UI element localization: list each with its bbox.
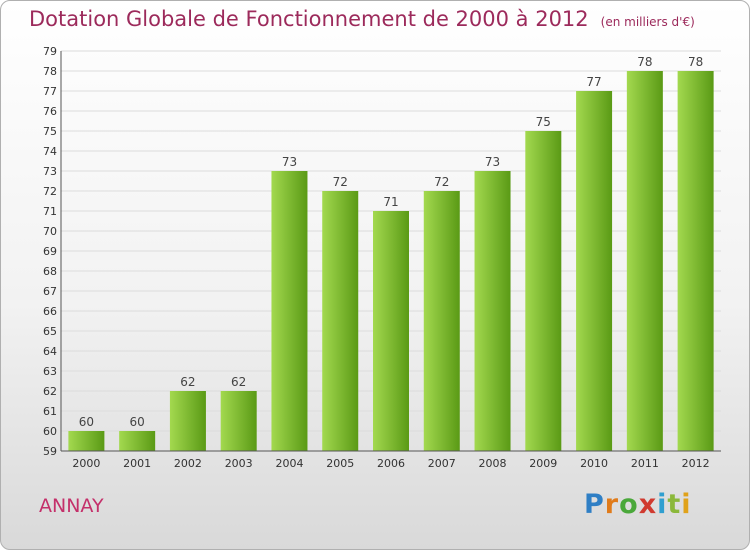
bar-2010 bbox=[576, 91, 613, 451]
y-tick-label: 64 bbox=[43, 345, 57, 358]
axes bbox=[60, 51, 721, 452]
y-tick-label: 67 bbox=[43, 285, 57, 298]
chart-title: Dotation Globale de Fonctionnement de 20… bbox=[29, 7, 589, 31]
x-tick-label: 2011 bbox=[631, 457, 659, 470]
data-label: 71 bbox=[383, 195, 398, 209]
chart-title-block: Dotation Globale de Fonctionnement de 20… bbox=[29, 7, 695, 31]
data-label: 78 bbox=[637, 55, 652, 69]
x-tick-label: 2012 bbox=[682, 457, 710, 470]
data-label: 77 bbox=[586, 75, 601, 89]
y-tick-label: 79 bbox=[43, 45, 57, 58]
proxiti-logo[interactable]: Proxiti bbox=[584, 489, 692, 520]
y-tick-label: 69 bbox=[43, 245, 57, 258]
y-tick-label: 75 bbox=[43, 125, 57, 138]
bar-2009 bbox=[525, 131, 562, 451]
x-tick-label: 2004 bbox=[275, 457, 303, 470]
data-label: 72 bbox=[333, 175, 348, 189]
bar-2004 bbox=[271, 171, 308, 451]
x-tick-label: 2007 bbox=[428, 457, 456, 470]
x-tick-label: 2008 bbox=[479, 457, 507, 470]
data-label: 73 bbox=[282, 155, 297, 169]
y-tick-label: 70 bbox=[43, 225, 57, 238]
data-label: 62 bbox=[231, 375, 246, 389]
x-tick-label: 2005 bbox=[326, 457, 354, 470]
y-tick-label: 60 bbox=[43, 425, 57, 438]
data-label: 60 bbox=[79, 415, 94, 429]
y-tick-label: 61 bbox=[43, 405, 57, 418]
x-tick-label: 2009 bbox=[529, 457, 557, 470]
bar-2012 bbox=[677, 71, 714, 451]
bar-2005 bbox=[322, 191, 359, 451]
x-tick-label: 2001 bbox=[123, 457, 151, 470]
data-label: 60 bbox=[130, 415, 145, 429]
y-tick-label: 63 bbox=[43, 365, 57, 378]
y-tick-label: 77 bbox=[43, 85, 57, 98]
y-tick-label: 73 bbox=[43, 165, 57, 178]
chart-subtitle: (en milliers d'€) bbox=[600, 15, 695, 29]
bar-2001 bbox=[119, 431, 156, 451]
x-axis-ticks: 2000 2001 2002 2003 2004 2005 2006 2007 2008 2009… bbox=[72, 457, 709, 470]
data-label: 78 bbox=[688, 55, 703, 69]
bar-2008 bbox=[474, 171, 511, 451]
x-tick-label: 2003 bbox=[225, 457, 253, 470]
bars bbox=[68, 71, 714, 451]
y-tick-label: 62 bbox=[43, 385, 57, 398]
x-tick-label: 2006 bbox=[377, 457, 405, 470]
bar-2006 bbox=[373, 211, 409, 451]
bar-2011 bbox=[626, 71, 663, 451]
bar-2002 bbox=[169, 391, 206, 451]
y-tick-label: 65 bbox=[43, 325, 57, 338]
location-label: ANNAY bbox=[39, 495, 104, 517]
data-labels: 60 60 62 62 73 72 71 72 73 75 77 78 78 bbox=[79, 55, 704, 429]
y-tick-label: 59 bbox=[43, 445, 57, 458]
y-axis-ticks: 59 60 61 62 63 64 65 66 67 68 69 70 71 72 73 74 75 76 77 78… bbox=[43, 45, 57, 458]
y-tick-label: 78 bbox=[43, 65, 57, 78]
data-label: 72 bbox=[434, 175, 449, 189]
y-tick-label: 68 bbox=[43, 265, 57, 278]
data-label: 73 bbox=[485, 155, 500, 169]
bar-2003 bbox=[220, 391, 257, 451]
bar-2007 bbox=[423, 191, 460, 451]
y-tick-label: 66 bbox=[43, 305, 57, 318]
bar-2000 bbox=[68, 431, 105, 451]
x-tick-label: 2002 bbox=[174, 457, 202, 470]
data-label: 62 bbox=[180, 375, 195, 389]
data-label: 75 bbox=[536, 115, 551, 129]
y-tick-label: 76 bbox=[43, 105, 57, 118]
y-tick-label: 72 bbox=[43, 185, 57, 198]
x-tick-label: 2010 bbox=[580, 457, 608, 470]
y-tick-label: 74 bbox=[43, 145, 57, 158]
y-tick-label: 71 bbox=[43, 205, 57, 218]
x-tick-label: 2000 bbox=[72, 457, 100, 470]
